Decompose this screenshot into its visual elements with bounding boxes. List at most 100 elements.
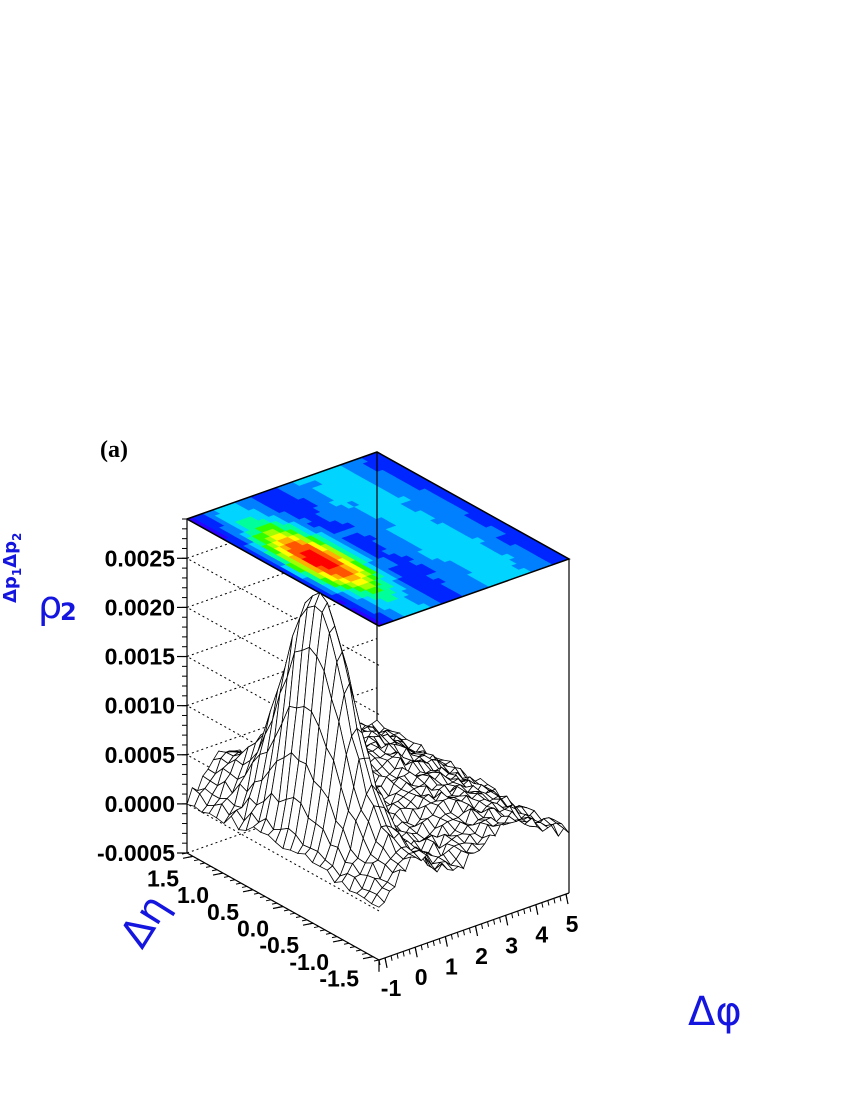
z-tick-label: -0.0005	[97, 840, 175, 866]
z-title-sub: 2	[60, 598, 77, 626]
y-axis-ticks: 1.51.00.50.0-0.5-1.0-1.5	[147, 852, 380, 992]
y-tick-label: -1.5	[319, 966, 359, 992]
x-minor-tick	[481, 923, 484, 929]
y-minor-tick	[265, 899, 272, 902]
x-minor-tick	[462, 930, 465, 936]
z-tick-label: 0.0020	[105, 594, 175, 620]
x-minor-tick	[414, 947, 417, 953]
y-axis-title: Δη	[112, 887, 179, 956]
y-minor-tick	[361, 952, 368, 955]
x-minor-tick	[432, 940, 435, 946]
x-tick-label: 2	[475, 943, 488, 969]
z-tick-label: 0.0015	[105, 644, 176, 670]
x-tick-label: 1	[445, 954, 458, 980]
z-axis-ticks: -0.0005 0.0000 0.0005 0.0010 0.0015 0.0020 0.0…	[97, 518, 187, 866]
x-minor-tick	[547, 900, 550, 906]
y-minor-tick	[277, 906, 284, 908]
y-minor-tick	[205, 865, 212, 868]
z-tick-label: 0.0010	[105, 693, 175, 719]
x-minor-tick	[517, 910, 520, 917]
z-title-base: ρ	[38, 583, 62, 627]
y-minor-tick	[307, 922, 314, 925]
y-minor-tick	[187, 855, 194, 858]
x-tick-label: 0	[415, 964, 428, 990]
x-axis-ticks: -1 0 1 2 3 4 5	[378, 893, 579, 1001]
x-minor-tick	[565, 893, 568, 900]
x-minor-tick	[529, 906, 532, 912]
x-minor-tick	[408, 949, 411, 955]
y-minor-tick	[199, 862, 206, 865]
x-minor-tick	[505, 915, 508, 921]
y-minor-tick	[373, 959, 380, 962]
y-minor-tick	[313, 926, 320, 929]
y-minor-tick	[193, 859, 200, 862]
y-minor-tick	[241, 885, 248, 888]
y-minor-tick	[181, 852, 188, 855]
y-minor-tick	[217, 872, 224, 875]
x-minor-tick	[426, 942, 429, 949]
y-minor-tick	[211, 869, 218, 872]
y-minor-tick	[325, 932, 332, 935]
x-minor-tick	[487, 921, 490, 927]
y-tick-label: 0.0	[237, 916, 269, 942]
y-minor-tick	[343, 942, 350, 945]
x-minor-tick	[523, 908, 526, 915]
y-tick-label: 0.5	[207, 899, 239, 925]
y-minor-tick	[247, 889, 254, 892]
y-minor-tick	[367, 956, 374, 959]
x-minor-tick	[390, 955, 393, 961]
y-tick-label: -1.0	[289, 949, 329, 975]
x-minor-tick	[402, 951, 405, 957]
y-tick-label: 1.0	[177, 882, 209, 908]
x-minor-tick	[444, 936, 447, 942]
x-minor-tick	[541, 902, 544, 908]
x-minor-tick	[384, 957, 387, 963]
surface-mesh	[186, 591, 570, 908]
y-minor-tick	[331, 936, 338, 939]
y-minor-tick	[319, 929, 326, 932]
x-minor-tick	[396, 953, 399, 959]
x-minor-tick	[499, 917, 502, 923]
y-minor-tick	[235, 882, 242, 885]
contour-map	[185, 451, 571, 627]
x-minor-tick	[475, 925, 477, 932]
x-tick-label: 4	[535, 922, 548, 948]
y-minor-tick	[223, 875, 230, 878]
mesh-cell	[371, 893, 385, 908]
x-tick-label: 3	[505, 932, 518, 958]
z-axis-title: ρ 2 Δp1Δp2	[0, 533, 77, 627]
x-minor-tick	[535, 904, 538, 910]
y-minor-tick	[301, 919, 308, 922]
z-tick-label: 0.0000	[105, 791, 175, 817]
y-tick-label: 1.5	[147, 865, 179, 891]
x-minor-tick	[559, 896, 562, 902]
x-axis-title: Δφ	[688, 989, 742, 1035]
y-minor-tick	[283, 909, 290, 912]
x-minor-tick	[438, 938, 441, 944]
x-minor-tick	[378, 959, 381, 966]
y-tick-label: -0.5	[259, 932, 299, 958]
y-minor-tick	[355, 949, 362, 952]
z-title-sup: Δp1Δp2	[0, 533, 24, 603]
y-minor-tick	[337, 939, 344, 942]
x-tick-label: -1	[381, 975, 402, 1001]
x-minor-tick	[420, 945, 423, 951]
y-minor-tick	[271, 902, 278, 905]
x-axis-line	[378, 892, 570, 961]
y-minor-tick	[259, 895, 266, 898]
x-minor-tick	[468, 927, 471, 934]
x-minor-tick	[511, 913, 514, 919]
y-minor-tick	[349, 946, 356, 949]
z-tick-label: 0.0005	[105, 742, 176, 768]
x-minor-tick	[493, 919, 496, 925]
x-minor-tick	[450, 934, 453, 940]
y-minor-tick	[295, 916, 302, 919]
x-minor-tick	[553, 898, 556, 904]
z-tick-label: 0.0025	[105, 545, 176, 571]
x-minor-tick	[456, 932, 459, 938]
y-minor-tick	[229, 879, 236, 882]
x-tick-label: 5	[566, 911, 579, 937]
y-minor-tick	[253, 892, 260, 895]
panel-label: (a)	[100, 437, 128, 463]
